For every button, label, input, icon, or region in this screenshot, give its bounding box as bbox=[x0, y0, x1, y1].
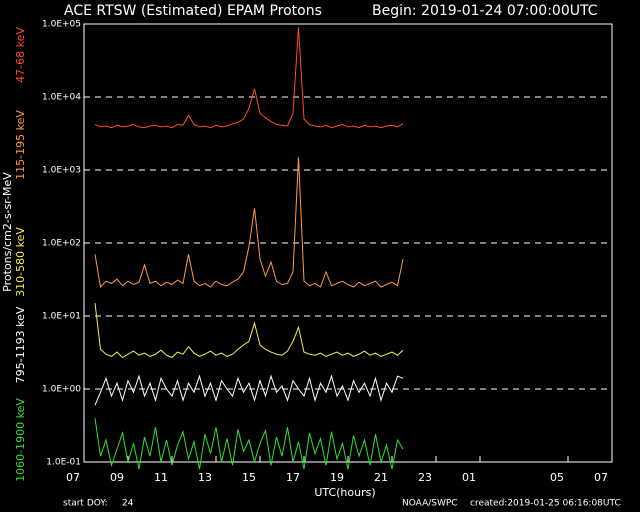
x-tick-label: 21 bbox=[374, 471, 388, 484]
x-tick-label: 23 bbox=[418, 471, 432, 484]
footer-source: NOAA/SWPC bbox=[402, 499, 458, 509]
footer-created: created:2019-01-25 06:16:08UTC bbox=[470, 499, 621, 509]
series-line bbox=[94, 417, 404, 470]
legend-label: 795-1193 keV bbox=[14, 306, 27, 383]
chart-title: ACE RTSW (Estimated) EPAM Protons bbox=[64, 3, 322, 19]
x-tick-label: 05 bbox=[550, 471, 564, 484]
legend-label: 115-195 keV bbox=[14, 110, 27, 180]
x-tick-label: 09 bbox=[110, 471, 124, 484]
y-tick-label: 1.0E+01 bbox=[42, 312, 81, 322]
series-line bbox=[94, 157, 404, 289]
x-tick-label: 11 bbox=[154, 471, 168, 484]
legend-label: 310-580 keV bbox=[14, 227, 27, 297]
y-tick-label: 1.0E+00 bbox=[42, 385, 81, 395]
x-tick-label: 17 bbox=[286, 471, 300, 484]
y-tick-label: 1.0E+02 bbox=[42, 239, 81, 249]
y-axis-label: Protons/cm2-s-sr-MeV bbox=[1, 172, 14, 292]
chart-subtitle: Begin: 2019-01-24 07:00:00UTC bbox=[372, 3, 598, 19]
legend-label: 47-68 keV bbox=[14, 27, 27, 83]
series-line bbox=[94, 374, 404, 406]
x-tick-label: 13 bbox=[198, 471, 212, 484]
y-tick-label: 1.0E+04 bbox=[42, 93, 81, 103]
x-axis-label: UTC(hours) bbox=[314, 486, 375, 499]
series-line bbox=[94, 27, 404, 129]
y-tick-label: 1.0E+05 bbox=[42, 20, 81, 30]
x-tick-label: 19 bbox=[330, 471, 344, 484]
footer-doy: 24 bbox=[122, 499, 134, 509]
x-tick-label: 01 bbox=[462, 471, 476, 484]
y-tick-label: 1.0E-01 bbox=[46, 458, 81, 468]
x-tick-label: 07 bbox=[594, 471, 608, 484]
footer-doy-label: start DOY: bbox=[63, 499, 108, 509]
x-tick-label: 07 bbox=[66, 471, 80, 484]
series-line bbox=[94, 303, 404, 359]
y-tick-label: 1.0E+03 bbox=[42, 166, 81, 176]
legend-label: 1060-1900 keV bbox=[14, 398, 27, 482]
x-tick-label: 15 bbox=[242, 471, 256, 484]
